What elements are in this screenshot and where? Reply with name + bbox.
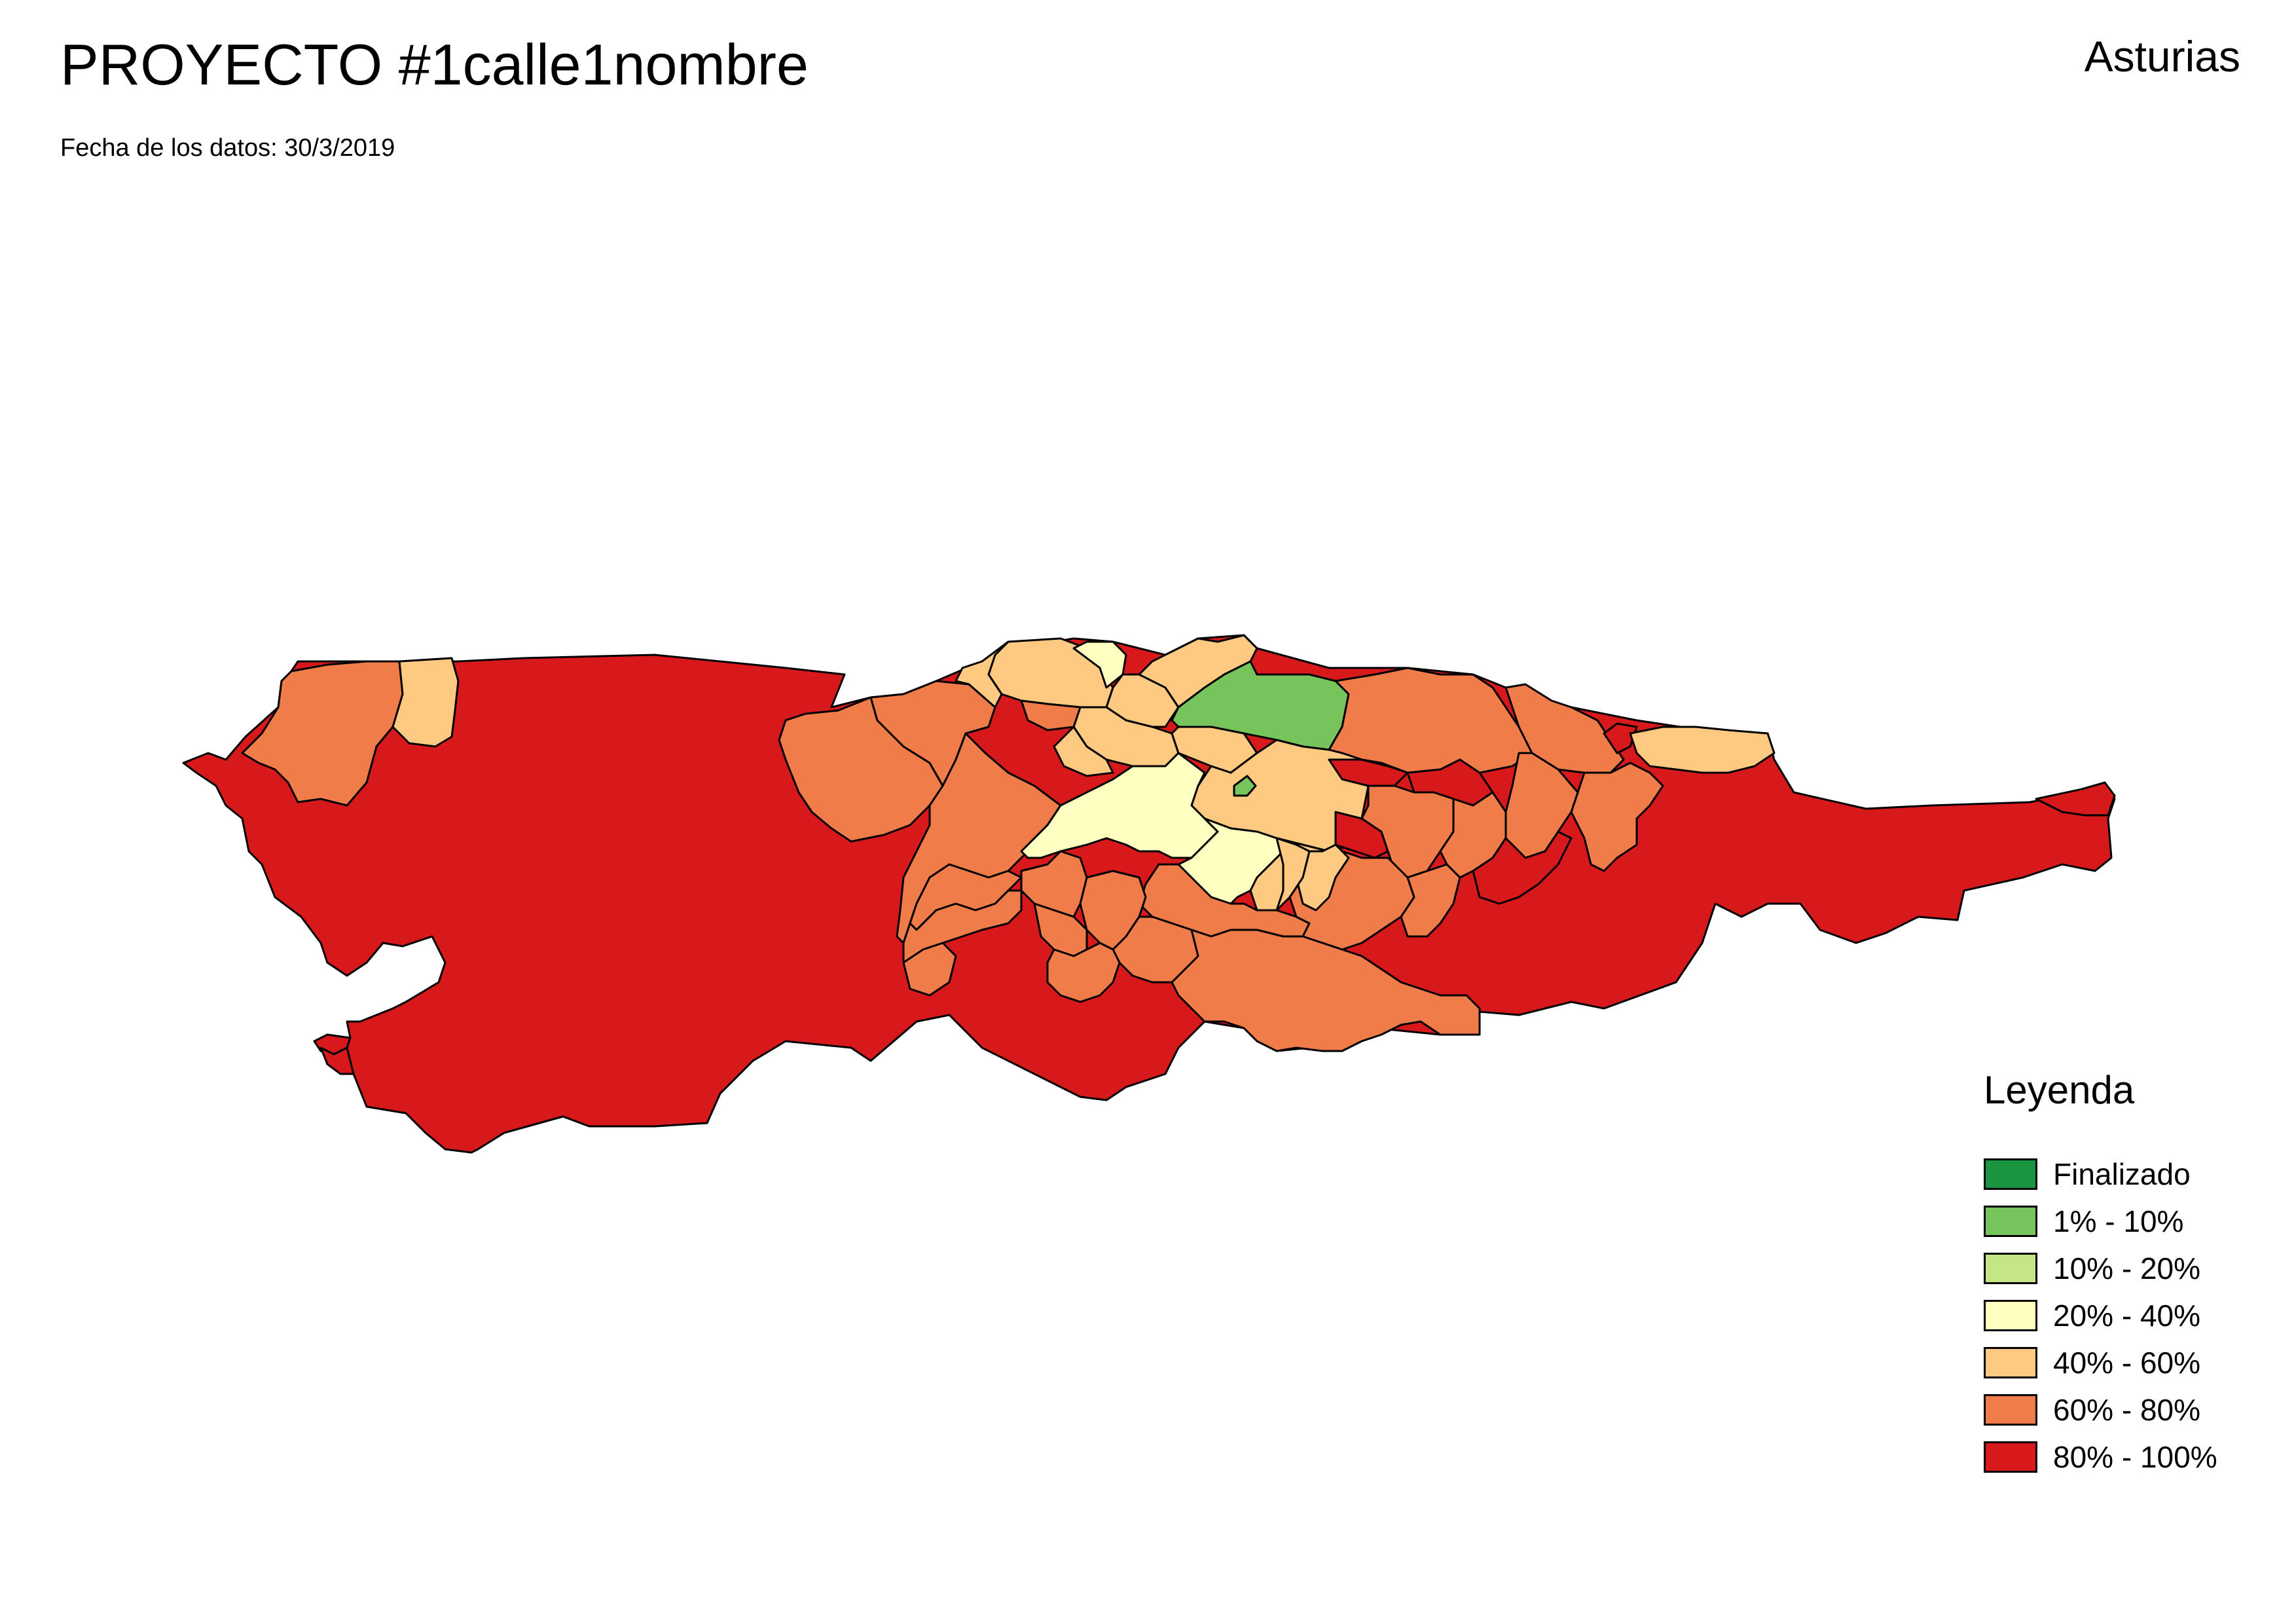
municipality-noreña bbox=[1233, 775, 1257, 797]
municipality-illas bbox=[1053, 726, 1114, 777]
legend-label: 80% - 100% bbox=[2053, 1440, 2217, 1474]
legend-items: Finalizado 1% - 10% 10% - 20% 20% - 40% … bbox=[1984, 1151, 2272, 1481]
municipality-caso bbox=[1400, 863, 1461, 938]
legend-item-1-10: 1% - 10% bbox=[1984, 1198, 2272, 1245]
municipality-langreo bbox=[1177, 817, 1285, 905]
legend-swatch bbox=[1984, 1347, 2037, 1378]
municipality-piedras bbox=[319, 1046, 355, 1075]
legend-label: 60% - 80% bbox=[2053, 1393, 2201, 1427]
legend-label: 1% - 10% bbox=[2053, 1204, 2184, 1238]
legend-swatch bbox=[1984, 1441, 2037, 1473]
legend-item-40-60: 40% - 60% bbox=[1984, 1339, 2272, 1386]
municipality-el-franco bbox=[392, 657, 460, 748]
legend-swatch bbox=[1984, 1394, 2037, 1426]
municipality-tudela bbox=[1275, 837, 1311, 912]
municipality-sobrescobio bbox=[1295, 843, 1350, 912]
data-date: Fecha de los datos: 30/3/2019 bbox=[60, 134, 395, 162]
municipality-llanes-coast bbox=[2035, 781, 2116, 817]
legend-swatch bbox=[1984, 1158, 2037, 1190]
legend-item-10-20: 10% - 20% bbox=[1984, 1245, 2272, 1292]
legend-item-80-100: 80% - 100% bbox=[1984, 1433, 2272, 1481]
map-title: PROYECTO #1calle1nombre bbox=[60, 32, 809, 97]
municipality-aller bbox=[1171, 929, 1481, 1052]
legend-item-60-80: 60% - 80% bbox=[1984, 1386, 2272, 1433]
municipality-lena bbox=[1112, 915, 1199, 984]
municipality-quiros bbox=[1046, 942, 1121, 1003]
municipality-colunga bbox=[1570, 762, 1664, 872]
municipality-soto-barco bbox=[1072, 640, 1127, 689]
municipality-sariego bbox=[1328, 758, 1409, 787]
municipality-parres bbox=[1472, 830, 1573, 905]
legend-swatch bbox=[1984, 1253, 2037, 1284]
legend-label: 40% - 60% bbox=[2053, 1346, 2201, 1380]
legend-swatch bbox=[1984, 1300, 2037, 1331]
legend-label: 20% - 40% bbox=[2053, 1299, 2201, 1333]
municipality-santo-adriano bbox=[1020, 850, 1088, 918]
municipality-pravia bbox=[778, 696, 944, 843]
municipality-muros bbox=[955, 640, 1010, 709]
legend-swatch bbox=[1984, 1206, 2037, 1237]
municipality-ribadesella bbox=[1629, 726, 1776, 774]
legend-item-20-40: 20% - 40% bbox=[1984, 1292, 2272, 1339]
region-name: Asturias bbox=[2084, 32, 2240, 81]
legend: Leyenda Finalizado 1% - 10% 10% - 20% 20… bbox=[1984, 1067, 2272, 1481]
legend-label: 10% - 20% bbox=[2053, 1251, 2201, 1285]
legend-label: Finalizado bbox=[2053, 1157, 2191, 1191]
legend-item-finalizado: Finalizado bbox=[1984, 1151, 2272, 1198]
municipality-teverga bbox=[902, 942, 957, 997]
municipality-gijon bbox=[1328, 667, 1533, 774]
legend-title: Leyenda bbox=[1984, 1068, 2135, 1112]
